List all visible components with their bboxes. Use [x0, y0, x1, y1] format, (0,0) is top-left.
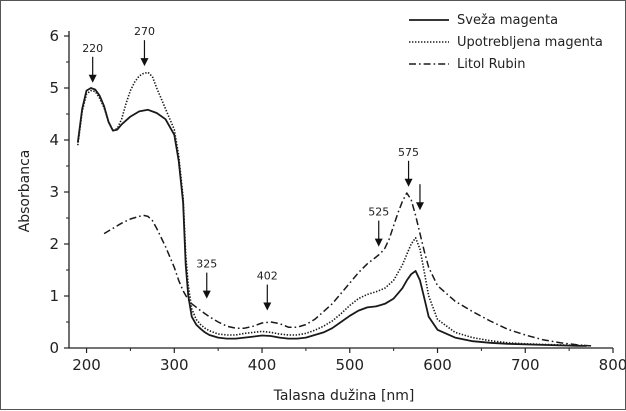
- y-axis-title: Absorbanca: [17, 150, 33, 233]
- y-tick-label: 5: [49, 79, 59, 97]
- annotation-label: 220: [82, 42, 103, 55]
- annotation-label: 325: [196, 258, 217, 271]
- annotation-label: 270: [134, 25, 155, 38]
- y-tick-label: 6: [49, 27, 59, 45]
- annotation-arrow-head: [404, 178, 413, 187]
- x-tick-label: 200: [72, 356, 101, 374]
- x-tick-label: 600: [423, 356, 452, 374]
- annotation-label: 575: [398, 146, 419, 159]
- x-tick-label: 500: [335, 356, 364, 374]
- y-tick-label: 2: [49, 235, 59, 253]
- x-tick-label: 800: [599, 356, 626, 374]
- y-tick-label: 1: [49, 287, 59, 305]
- legend-label-2: Litol Rubin: [457, 57, 525, 72]
- annotation-arrow-head: [374, 238, 383, 247]
- legend: Sveža magenta Upotrebljena magenta Litol R…: [409, 13, 603, 72]
- y-tick-label: 3: [49, 183, 59, 201]
- annotation-arrow-head: [263, 302, 272, 311]
- x-axis-title: Talasna dužina [nm]: [273, 388, 415, 404]
- annotation-label: 402: [257, 270, 278, 283]
- x-tick-label: 400: [248, 356, 277, 374]
- annotation-label: 525: [368, 206, 389, 219]
- x-tick-label: 700: [511, 356, 540, 374]
- legend-label-1: Upotrebljena magenta: [457, 35, 603, 50]
- legend-label-0: Sveža magenta: [457, 13, 558, 28]
- annotation-arrow-head: [415, 202, 424, 211]
- series-line-2: [103, 192, 592, 347]
- annotation-arrow-head: [88, 74, 97, 83]
- annotation-arrow-head: [202, 290, 211, 299]
- y-tick-label: 4: [49, 131, 59, 149]
- annotation-arrow-head: [140, 58, 149, 67]
- y-tick-label: 0: [49, 339, 59, 357]
- series-line-0: [76, 87, 587, 347]
- x-tick-label: 300: [160, 356, 189, 374]
